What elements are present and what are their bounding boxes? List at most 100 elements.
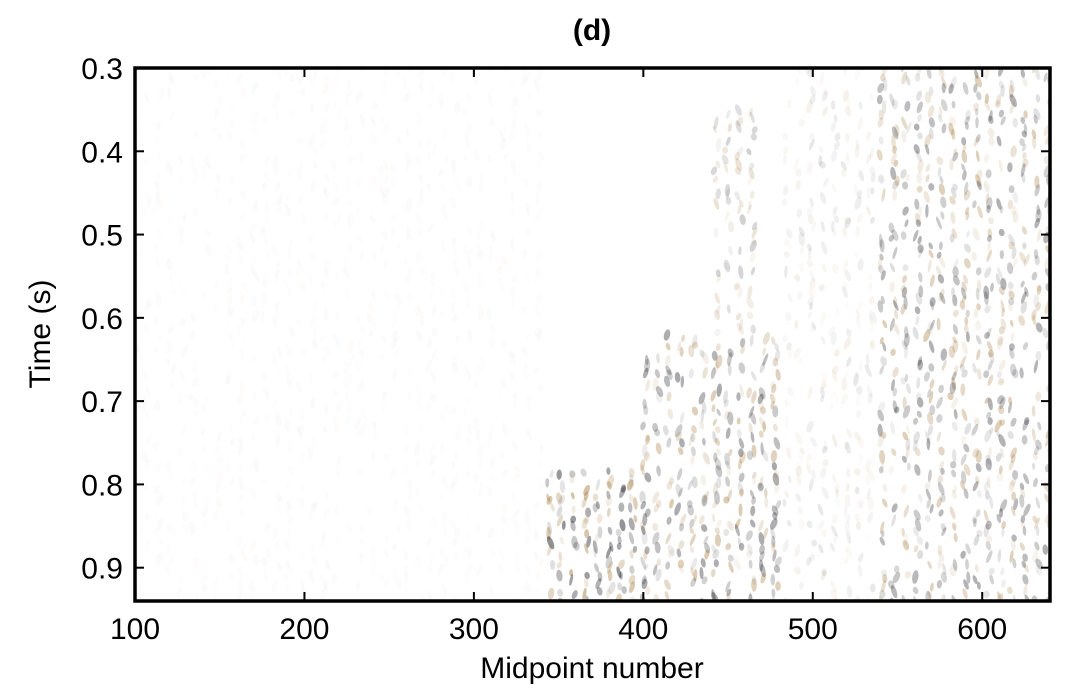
x-tick-label: 400	[618, 613, 668, 646]
wavelet-mark	[974, 108, 979, 116]
wavelet-mark	[832, 434, 838, 448]
wavelet-mark	[715, 269, 721, 278]
wavelet-mark	[912, 439, 918, 452]
wavelet-mark	[750, 324, 756, 334]
wavelet-mark	[725, 460, 731, 470]
x-tick-label: 600	[957, 613, 1007, 646]
wavelet-mark	[976, 91, 982, 101]
wavelet-mark	[699, 349, 705, 358]
wavelet-mark	[1033, 114, 1038, 125]
x-tick-label: 100	[110, 613, 160, 646]
wavelet-mark	[669, 498, 674, 509]
wavelet-mark	[618, 502, 625, 512]
wavelet-mark	[716, 477, 722, 489]
wavelet-mark	[793, 158, 799, 171]
wavelet-mark	[937, 475, 944, 484]
wavelet-mark	[840, 160, 847, 171]
wavelet-mark	[894, 406, 900, 414]
wavelet-mark	[678, 540, 685, 550]
wavelet-mark	[628, 574, 636, 585]
wavelet-mark	[510, 77, 514, 87]
wavelet-mark	[832, 365, 839, 375]
wavelet-mark	[723, 390, 728, 404]
wavelet-mark	[581, 497, 587, 508]
wavelet-mark	[930, 300, 935, 311]
wavelet-mark	[833, 349, 840, 357]
wavelet-mark	[916, 101, 923, 114]
wavelet-mark	[691, 406, 699, 416]
wavelet-mark	[1019, 251, 1026, 264]
wavelet-mark	[749, 240, 757, 252]
wavelet-mark	[975, 150, 980, 162]
wavelet-mark	[867, 496, 874, 511]
wavelet-mark	[1021, 130, 1028, 138]
wavelet-mark	[867, 468, 875, 482]
wavelet-mark	[902, 431, 909, 441]
wavelet-mark	[888, 580, 895, 590]
x-tick-label: 500	[788, 613, 838, 646]
wavelet-mark	[879, 365, 885, 375]
wavelet-mark	[889, 318, 895, 332]
wavelet-mark	[845, 328, 852, 338]
wavelet-mark	[882, 483, 888, 493]
wavelet-mark	[760, 563, 766, 578]
wavelet-mark	[1036, 204, 1041, 216]
wavelet-mark	[903, 296, 908, 310]
wavelet-mark	[557, 588, 564, 597]
wavelet-mark	[663, 375, 671, 388]
wavelet-mark	[1000, 277, 1007, 290]
wavelet-mark	[878, 136, 884, 145]
wavelet-mark	[949, 116, 956, 127]
wavelet-mark	[666, 437, 672, 448]
wavelet-mark	[715, 160, 721, 169]
wavelet-mark	[615, 593, 622, 601]
wavelet-mark	[927, 469, 932, 483]
wavelet-mark	[949, 563, 957, 577]
wavelet-mark	[879, 589, 886, 599]
wavelet-mark	[597, 571, 603, 582]
wavelet-mark	[680, 375, 685, 388]
wavelet-mark	[795, 180, 801, 190]
wavelet-mark	[904, 571, 912, 579]
wavelet-mark	[1010, 332, 1015, 342]
wavelet-mark	[727, 348, 734, 358]
wavelet-mark	[912, 586, 919, 594]
wavelet-mark	[832, 206, 838, 216]
wavelet-mark	[857, 258, 864, 271]
wavelet-mark	[1032, 515, 1038, 523]
wavelet-mark	[712, 500, 718, 509]
wavelet-mark	[689, 527, 694, 535]
wavelet-mark	[664, 579, 671, 591]
wavelet-mark	[925, 174, 930, 183]
wavelet-mark	[1036, 229, 1042, 242]
wavelet-mark	[821, 487, 829, 500]
wavelet-mark	[606, 480, 612, 490]
wavelet-mark	[1022, 158, 1029, 168]
wavelet-mark	[640, 464, 645, 476]
wavelet-mark	[843, 556, 849, 565]
wavelet-mark	[928, 340, 935, 354]
wavelet-mark	[879, 253, 884, 261]
wavelet-mark	[734, 523, 740, 537]
wavelet-mark	[717, 274, 722, 283]
wavelet-mark	[606, 490, 611, 500]
wavelet-mark	[986, 411, 992, 419]
wavelet-mark	[645, 434, 651, 445]
wavelet-mark	[556, 469, 562, 480]
wavelet-mark	[916, 377, 921, 389]
wavelet-mark	[639, 459, 646, 471]
wavelet-mark	[642, 398, 647, 409]
wavelet-mark	[655, 568, 662, 582]
wavelet-mark	[715, 343, 721, 351]
wavelet-mark	[1019, 494, 1025, 508]
wavelet-mark	[822, 263, 827, 273]
wavelet-mark	[710, 390, 717, 402]
wavelet-mark	[929, 379, 935, 389]
wavelet-mark	[829, 542, 836, 552]
wavelet-mark	[748, 593, 753, 601]
wavelet-mark	[938, 183, 946, 196]
wavelet-mark	[890, 166, 897, 180]
wavelet-mark	[1008, 290, 1015, 300]
wavelet-mark	[751, 496, 756, 505]
wavelet-mark	[995, 93, 1002, 106]
